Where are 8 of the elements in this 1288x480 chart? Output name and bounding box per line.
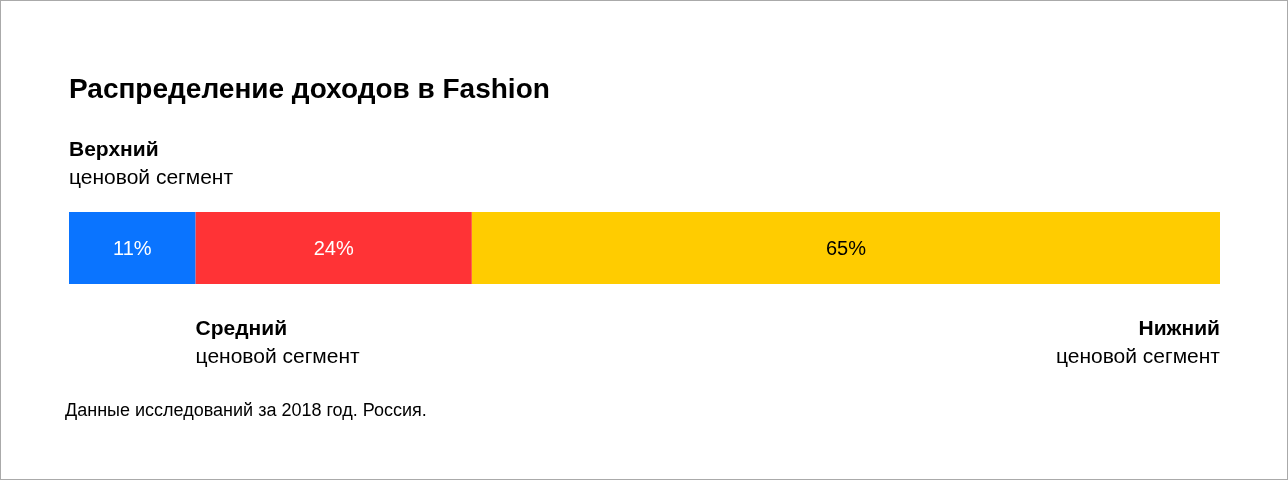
series-label: Средний ценовой сегмент — [195, 315, 361, 367]
series-label: Верхний ценовой сегмент — [69, 136, 234, 188]
chart-title: Распределение доходов в Fashion — [69, 72, 550, 104]
data-label: 11% — [113, 237, 152, 259]
data-label: 65% — [825, 237, 867, 259]
data-label: 24% — [313, 237, 354, 259]
series-label: Нижний ценовой сегмент — [1055, 315, 1221, 367]
text: Данные исследований за 2018 год. Россия. — [65, 400, 427, 420]
